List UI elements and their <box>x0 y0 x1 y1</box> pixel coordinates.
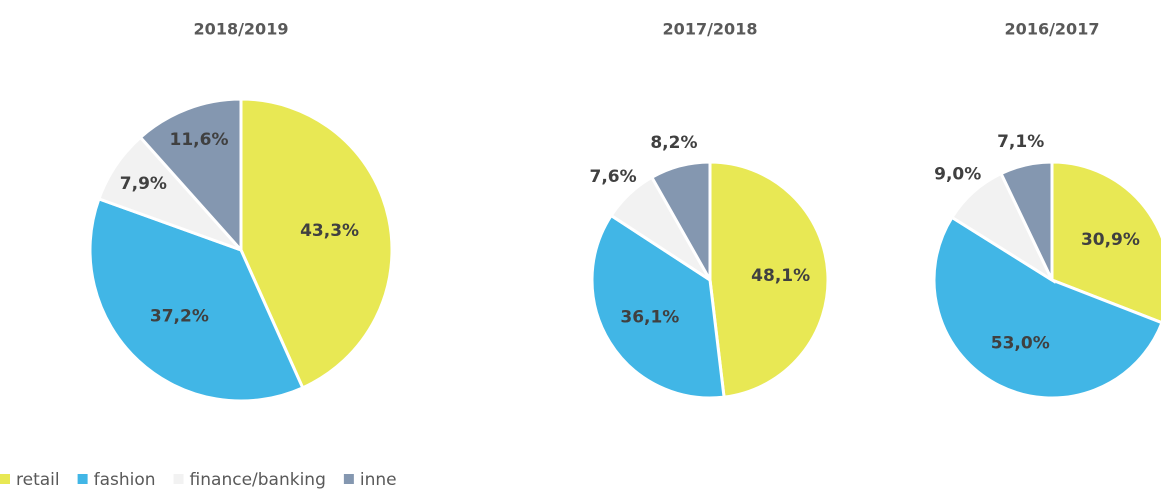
legend-swatch <box>0 474 10 484</box>
data-label: 7,6% <box>589 167 636 187</box>
data-label: 36,1% <box>620 307 679 327</box>
pie-slice <box>239 97 394 390</box>
legend-label: fashion <box>94 470 156 490</box>
data-label: 7,1% <box>997 132 1044 152</box>
chart-title: 2016/2017 <box>1005 20 1100 39</box>
legend-label: inne <box>360 470 397 490</box>
pie-slice <box>999 160 1054 281</box>
pie-slice <box>1050 160 1161 324</box>
legend-swatch <box>343 474 354 484</box>
data-label: 9,0% <box>934 164 981 184</box>
pie-slice <box>708 160 830 399</box>
pie <box>590 160 830 400</box>
data-label: 43,3% <box>300 221 359 241</box>
data-label: 7,9% <box>120 174 167 194</box>
pie-slice <box>138 97 243 254</box>
pie-slice <box>590 213 726 400</box>
data-label: 48,1% <box>751 266 810 286</box>
pie-slice <box>649 160 712 286</box>
chart-title: 2017/2018 <box>663 20 758 39</box>
data-label: 8,2% <box>650 133 697 153</box>
chart-title: 2018/2019 <box>194 20 289 39</box>
legend-swatch <box>77 474 88 484</box>
pie <box>932 160 1161 400</box>
legend-label: retail <box>16 470 60 490</box>
pie-slice <box>88 196 305 403</box>
data-label: 30,9% <box>1081 230 1140 250</box>
data-label: 37,2% <box>150 306 209 326</box>
pie-slice <box>932 215 1161 400</box>
pie <box>88 97 394 403</box>
data-label: 53,0% <box>991 333 1050 353</box>
legend-label: finance/banking <box>190 470 326 490</box>
data-label: 11,6% <box>170 130 229 150</box>
legend-swatch <box>173 474 184 484</box>
